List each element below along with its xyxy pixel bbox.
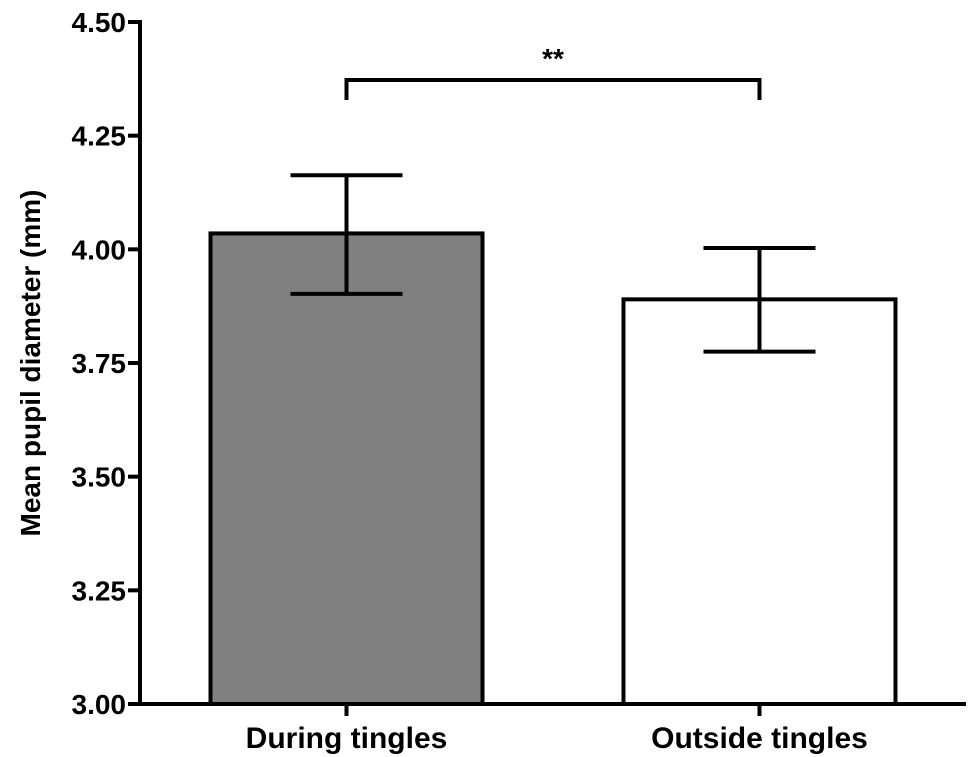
y-tick-label: 3.00 (72, 689, 127, 720)
bar (621, 297, 898, 706)
y-tick-label: 4.50 (72, 7, 127, 38)
y-tick-label: 3.25 (72, 575, 127, 606)
y-tick-label: 4.00 (72, 234, 127, 265)
y-tick-label: 3.50 (72, 462, 127, 493)
significance-label: ** (542, 43, 564, 74)
y-axis: 3.00 3.25 3.50 3.75 4.00 4.25 4.50 (72, 7, 142, 720)
x-tick-label: Outside tingles (651, 722, 868, 755)
y-axis-label: Mean pupil diameter (mm) (15, 190, 46, 537)
error-bars (290, 173, 816, 354)
significance-bracket (344, 78, 762, 100)
significance-annotation: ** (344, 43, 762, 100)
x-axis: During tingles Outside tingles (138, 702, 966, 755)
bar (208, 231, 485, 706)
bars (208, 231, 898, 706)
x-tick-label: During tingles (246, 722, 448, 755)
y-tick-label: 4.25 (72, 121, 127, 152)
y-tick-label: 3.75 (72, 348, 127, 379)
